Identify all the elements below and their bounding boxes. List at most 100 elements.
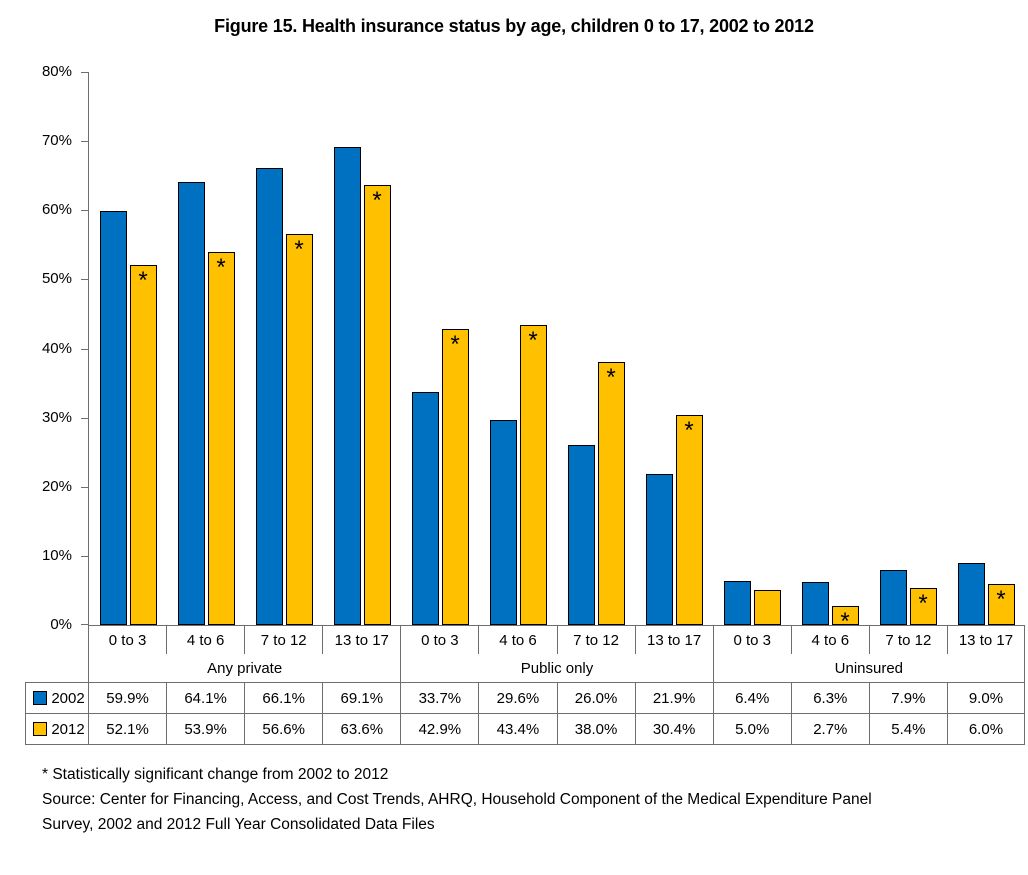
age-cell: 0 to 3 [400, 625, 479, 654]
bar-2012: * [675, 414, 703, 625]
bar-2012: * [909, 587, 937, 625]
bar-column: * [869, 72, 947, 625]
bar-column: * [791, 72, 869, 634]
legend-year-label: 2002 [51, 689, 85, 707]
age-cell: 0 to 3 [88, 625, 167, 654]
bar-2002 [957, 562, 985, 625]
significance-asterisk: * [996, 585, 1006, 613]
legend-swatch-2002 [33, 691, 48, 705]
value-cell: 7.9% [868, 682, 947, 713]
value-cell: 33.7% [400, 682, 479, 713]
age-cell: 7 to 12 [244, 625, 323, 654]
value-cell: 53.9% [166, 713, 245, 745]
significance-asterisk: * [450, 330, 460, 358]
plot-area: * * * * * * * * * * * [89, 72, 1025, 634]
value-cell: 52.1% [88, 713, 167, 745]
value-cell: 9.0% [946, 682, 1025, 713]
value-cell: 21.9% [634, 682, 713, 713]
footnote-significance: * Statistically significant change from … [42, 766, 389, 783]
age-cell: 13 to 17 [634, 625, 713, 654]
value-cell: 69.1% [322, 682, 401, 713]
y-tick-mark [81, 417, 88, 419]
bar-column: * [557, 72, 635, 625]
bar-2002 [801, 581, 829, 625]
y-axis-line [88, 72, 89, 626]
age-cell: 7 to 12 [868, 625, 947, 654]
significance-asterisk: * [840, 608, 850, 636]
bar-2012: * [519, 325, 547, 625]
footnotes: * Statistically significant change from … [42, 762, 922, 837]
value-cell: 29.6% [478, 682, 557, 713]
bar-2002 [567, 445, 595, 625]
bar-2012: * [207, 252, 235, 625]
value-cell: 38.0% [556, 713, 635, 745]
y-tick-label: 40% [41, 339, 72, 357]
y-tick-label: 50% [41, 270, 72, 288]
value-cell: 5.0% [712, 713, 791, 745]
significance-asterisk: * [294, 235, 304, 263]
y-tick-mark [81, 624, 88, 625]
y-tick-mark [81, 486, 88, 488]
legend-year-label: 2012 [51, 720, 85, 738]
bar-2012: * [441, 328, 469, 625]
bar-2012: * [987, 583, 1015, 625]
legend-cell-2012: 2012 [25, 713, 88, 745]
y-tick-label: 80% [41, 63, 72, 80]
age-cell: 0 to 3 [712, 625, 791, 654]
bar-column [713, 72, 791, 625]
significance-asterisk: * [528, 327, 538, 354]
bar-2002 [411, 392, 439, 625]
bar-2002 [333, 147, 361, 625]
value-cell: 2.7% [790, 713, 869, 745]
bar-2002 [879, 570, 907, 625]
y-tick-label: 60% [41, 201, 72, 219]
bar-2002 [723, 580, 751, 625]
bar-2012: * [831, 606, 859, 634]
value-cell: 5.4% [868, 713, 947, 745]
table-corner-blank [25, 625, 88, 654]
bar-column: * [947, 72, 1025, 625]
bar-2012: * [129, 264, 157, 625]
bar-2012: * [363, 185, 391, 625]
value-cell: 6.0% [946, 713, 1025, 745]
y-tick-mark [81, 348, 88, 350]
group-cell: Public only [400, 654, 712, 682]
age-cell: 4 to 6 [166, 625, 245, 654]
bar-2012 [753, 590, 781, 625]
significance-asterisk: * [606, 364, 616, 392]
value-cell: 56.6% [244, 713, 323, 745]
significance-asterisk: * [138, 266, 148, 294]
age-cell: 13 to 17 [322, 625, 401, 654]
bar-2012: * [285, 233, 313, 625]
bar-column: * [89, 72, 167, 625]
bar-2002 [489, 420, 517, 625]
value-cell: 26.0% [556, 682, 635, 713]
significance-asterisk: * [372, 187, 382, 215]
y-tick-label: 10% [41, 546, 72, 564]
y-tick-label: 20% [41, 477, 72, 495]
bar-column: * [245, 72, 323, 625]
bar-column: * [167, 72, 245, 625]
bar-column: * [635, 72, 713, 625]
value-cell: 43.4% [478, 713, 557, 745]
y-tick-mark [81, 555, 88, 557]
bar-2002 [177, 181, 205, 625]
bar-column: * [323, 72, 401, 625]
bar-2002 [255, 168, 283, 625]
y-axis: 0% 10% 20% 30% 40% 50% 60% 70% 80% [0, 63, 88, 633]
group-cell: Uninsured [712, 654, 1025, 682]
value-cell: 6.3% [790, 682, 869, 713]
bar-column: * [401, 72, 479, 625]
y-tick-mark [81, 279, 88, 281]
y-tick-mark [81, 210, 88, 212]
group-cell: Any private [88, 654, 400, 682]
legend-swatch-2012 [33, 722, 48, 736]
value-cell: 30.4% [634, 713, 713, 745]
bar-2012: * [597, 362, 625, 625]
value-cell: 66.1% [244, 682, 323, 713]
age-cell: 4 to 6 [790, 625, 869, 654]
y-tick-mark [81, 141, 88, 143]
significance-asterisk: * [684, 416, 694, 444]
